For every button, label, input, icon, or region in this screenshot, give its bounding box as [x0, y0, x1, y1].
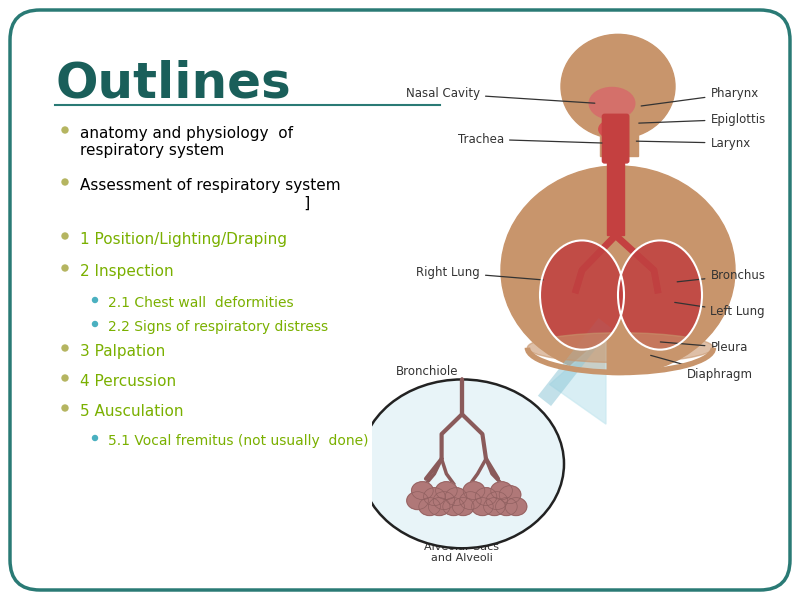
Circle shape	[445, 488, 467, 506]
Text: Larynx: Larynx	[636, 137, 750, 149]
Text: 2.1 Chest wall  deformities: 2.1 Chest wall deformities	[108, 296, 294, 310]
Circle shape	[486, 491, 508, 509]
Ellipse shape	[618, 241, 702, 350]
Text: 2 Inspection: 2 Inspection	[80, 264, 174, 279]
Text: Outlines: Outlines	[55, 60, 290, 108]
Text: Trachea: Trachea	[458, 133, 602, 146]
Circle shape	[411, 482, 434, 500]
Circle shape	[491, 482, 512, 500]
Text: 4 Percussion: 4 Percussion	[80, 374, 176, 389]
Circle shape	[62, 375, 68, 381]
Ellipse shape	[598, 120, 626, 138]
Circle shape	[93, 436, 98, 440]
Circle shape	[506, 497, 526, 515]
Circle shape	[62, 179, 68, 185]
Bar	[600, 91, 638, 156]
FancyBboxPatch shape	[602, 114, 629, 163]
Circle shape	[435, 482, 458, 500]
Text: Pharynx: Pharynx	[641, 87, 758, 106]
Circle shape	[472, 497, 493, 515]
Circle shape	[93, 322, 98, 326]
Text: Pleura: Pleura	[660, 341, 748, 354]
Circle shape	[483, 497, 506, 515]
Text: Epiglottis: Epiglottis	[638, 113, 766, 126]
Text: 5 Ausculation: 5 Ausculation	[80, 404, 183, 419]
Circle shape	[424, 488, 445, 506]
Ellipse shape	[589, 88, 635, 119]
Ellipse shape	[561, 34, 675, 139]
FancyBboxPatch shape	[10, 10, 790, 590]
Text: Diaphragm: Diaphragm	[650, 355, 752, 381]
Text: anatomy and physiology  of
respiratory system: anatomy and physiology of respiratory sy…	[80, 126, 293, 158]
Circle shape	[407, 491, 429, 509]
Text: Bronchus: Bronchus	[677, 269, 766, 282]
Polygon shape	[550, 335, 606, 424]
Text: 2.2 Signs of respiratory distress: 2.2 Signs of respiratory distress	[108, 320, 328, 334]
Circle shape	[62, 127, 68, 133]
Text: Alveolar Sacs
and Alveoli: Alveolar Sacs and Alveoli	[425, 542, 499, 563]
Circle shape	[475, 488, 497, 506]
Circle shape	[62, 233, 68, 239]
Circle shape	[459, 491, 482, 509]
Bar	[607, 156, 624, 235]
Circle shape	[495, 497, 517, 515]
Text: Assessment of respiratory system
                                              ]: Assessment of respiratory system ]	[80, 178, 341, 211]
Text: Right Lung: Right Lung	[416, 266, 543, 280]
Text: 1 Position/Lighting/Draping: 1 Position/Lighting/Draping	[80, 232, 287, 247]
Circle shape	[62, 405, 68, 411]
Circle shape	[62, 265, 68, 271]
Circle shape	[463, 482, 485, 500]
Circle shape	[499, 486, 521, 503]
Circle shape	[62, 345, 68, 351]
Ellipse shape	[540, 241, 624, 350]
Circle shape	[360, 379, 564, 548]
Circle shape	[434, 491, 454, 509]
Circle shape	[93, 298, 98, 302]
Circle shape	[429, 497, 450, 515]
Circle shape	[443, 497, 464, 515]
Text: 3 Palpation: 3 Palpation	[80, 344, 166, 359]
Text: Bronchiole: Bronchiole	[396, 365, 459, 383]
Text: 5.1 Vocal fremitus (not usually  done): 5.1 Vocal fremitus (not usually done)	[108, 434, 369, 448]
Ellipse shape	[527, 333, 714, 362]
Circle shape	[419, 497, 441, 515]
Text: Nasal Cavity: Nasal Cavity	[406, 87, 595, 103]
Text: Left Lung: Left Lung	[674, 302, 765, 319]
Circle shape	[453, 497, 474, 515]
Ellipse shape	[501, 166, 735, 374]
